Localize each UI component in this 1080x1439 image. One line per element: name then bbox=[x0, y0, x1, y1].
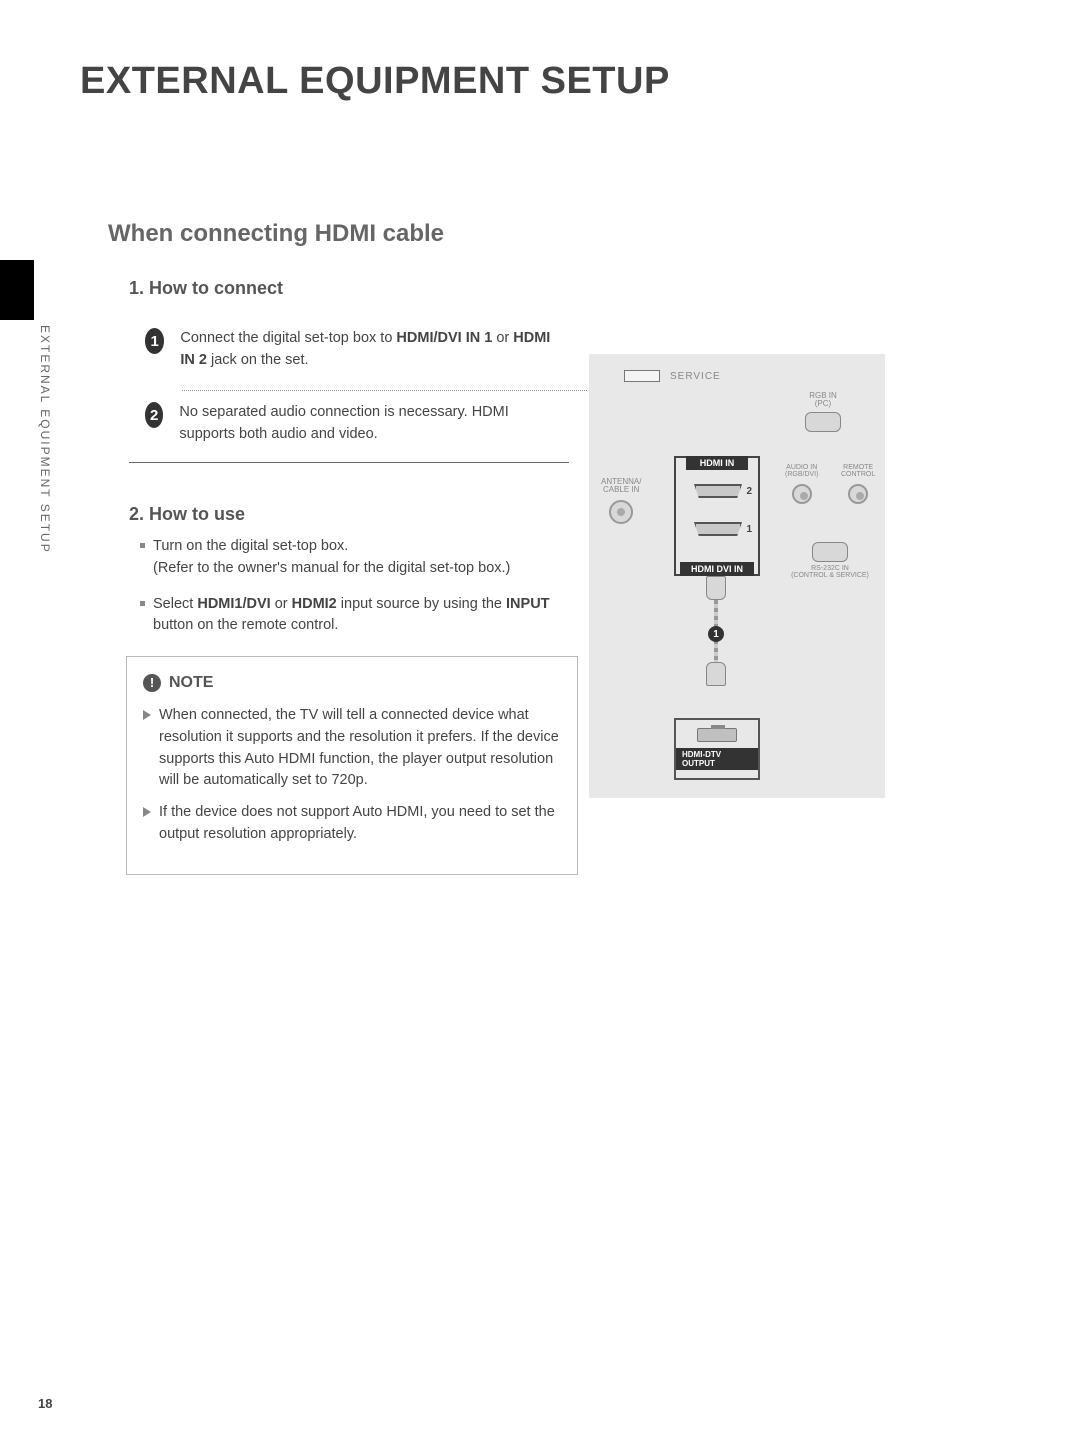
how-to-connect-heading: 1. How to connect bbox=[129, 278, 283, 299]
service-label: SERVICE bbox=[670, 371, 721, 382]
hdmi-port-icon bbox=[694, 484, 742, 498]
coax-jack-icon bbox=[609, 500, 633, 524]
step-text: No separated audio connection is necessa… bbox=[179, 402, 555, 446]
service-port-icon bbox=[624, 370, 660, 382]
note-text: When connected, the TV will tell a conne… bbox=[159, 705, 561, 792]
use-item: Select HDMI1/DVI or HDMI2 input source b… bbox=[140, 594, 570, 638]
output-label: HDMI-DTV OUTPUT bbox=[676, 748, 758, 770]
use-item: Turn on the digital set-top box.(Refer t… bbox=[140, 536, 570, 580]
port-1-number: 1 bbox=[746, 524, 752, 535]
step-text: Connect the digital set-top box to HDMI/… bbox=[180, 328, 555, 372]
audio-in-label: AUDIO IN bbox=[785, 464, 818, 471]
remote-label: REMOTE bbox=[841, 464, 875, 471]
note-text: If the device does not support Auto HDMI… bbox=[159, 802, 561, 846]
audio-in-port: AUDIO IN (RGB/DVI) bbox=[785, 464, 818, 504]
service-port: SERVICE bbox=[624, 370, 721, 382]
port-2-number: 2 bbox=[746, 486, 752, 497]
hdmi-in-label: HDMI IN bbox=[686, 456, 748, 470]
rs232-sub-label: (CONTROL & SERVICE) bbox=[789, 572, 871, 579]
cable-number-badge: 1 bbox=[708, 626, 724, 642]
connect-step-2: 2 No separated audio connection is neces… bbox=[145, 402, 555, 446]
hdmi-port-icon bbox=[694, 522, 742, 536]
connect-step-1: 1 Connect the digital set-top box to HDM… bbox=[145, 328, 555, 372]
triangle-bullet-icon bbox=[143, 710, 151, 720]
hdmi-port-1 bbox=[694, 522, 742, 536]
triangle-bullet-icon bbox=[143, 807, 151, 817]
audio-rgb-label: (RGB/DVI) bbox=[785, 471, 818, 478]
use-list: Turn on the digital set-top box.(Refer t… bbox=[140, 536, 570, 651]
audio-jack-icon bbox=[792, 484, 812, 504]
hdmi-port-2 bbox=[694, 484, 742, 498]
info-icon: ! bbox=[143, 674, 161, 692]
note-item: If the device does not support Auto HDMI… bbox=[143, 802, 561, 846]
step-number-badge: 1 bbox=[145, 328, 164, 354]
output-port-icon bbox=[697, 728, 737, 742]
section-heading: When connecting HDMI cable bbox=[108, 220, 444, 248]
use-item-text: Select HDMI1/DVI or HDMI2 input source b… bbox=[153, 594, 570, 638]
side-tab bbox=[0, 260, 34, 320]
note-label: NOTE bbox=[169, 671, 213, 695]
use-item-text: Turn on the digital set-top box.(Refer t… bbox=[153, 536, 510, 580]
square-bullet-icon bbox=[140, 543, 145, 548]
rgb-pc-label: (PC) bbox=[805, 400, 841, 408]
hdmi-ports-group: HDMI IN 2 1 HDMI DVI IN bbox=[674, 456, 760, 576]
hdmi-dtv-output-box: HDMI-DTV OUTPUT bbox=[674, 718, 760, 780]
dotted-divider bbox=[182, 390, 587, 391]
cable-in-label: CABLE IN bbox=[601, 486, 641, 494]
remote-jack-icon bbox=[848, 484, 868, 504]
connection-diagram: SERVICE RGB IN (PC) ANTENNA/ CABLE IN AU… bbox=[589, 354, 885, 798]
solid-divider bbox=[129, 462, 569, 463]
how-to-use-heading: 2. How to use bbox=[129, 504, 245, 525]
page-title: EXTERNAL EQUIPMENT SETUP bbox=[80, 60, 670, 103]
note-item: When connected, the TV will tell a conne… bbox=[143, 705, 561, 792]
square-bullet-icon bbox=[140, 601, 145, 606]
step-number-badge: 2 bbox=[145, 402, 163, 428]
remote-control-port: REMOTE CONTROL bbox=[841, 464, 875, 504]
page-number: 18 bbox=[38, 1396, 52, 1411]
note-header: ! NOTE bbox=[143, 671, 561, 695]
note-box: ! NOTE When connected, the TV will tell … bbox=[126, 656, 578, 875]
control-label: CONTROL bbox=[841, 471, 875, 478]
rgb-in-port: RGB IN (PC) bbox=[805, 392, 841, 432]
hdmi-plug-bottom-icon bbox=[706, 662, 726, 686]
hdmi-plug-top-icon bbox=[706, 576, 726, 600]
antenna-port: ANTENNA/ CABLE IN bbox=[601, 478, 641, 524]
hdmi-cable: 1 bbox=[706, 576, 726, 706]
hdmi-dvi-in-label: HDMI DVI IN bbox=[680, 562, 754, 576]
vga-port-icon bbox=[805, 412, 841, 432]
serial-port-icon bbox=[812, 542, 848, 562]
side-section-label: EXTERNAL EQUIPMENT SETUP bbox=[38, 325, 52, 554]
rs232-label: RS-232C IN bbox=[789, 565, 871, 572]
rs232-port: RS-232C IN (CONTROL & SERVICE) bbox=[789, 538, 871, 579]
